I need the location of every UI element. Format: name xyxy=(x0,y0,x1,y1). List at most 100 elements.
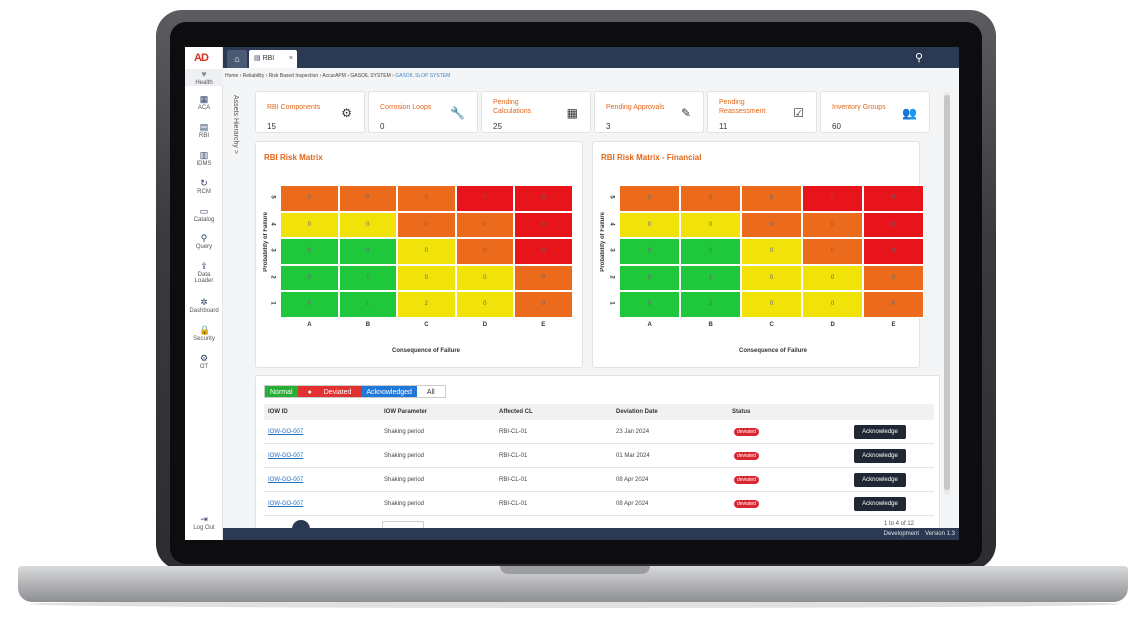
risk-matrix-cell[interactable]: 0 xyxy=(619,264,680,291)
breadcrumb-item[interactable]: GASOIL SYSTEM xyxy=(350,73,391,79)
filter-acknowledged[interactable]: Acknowledged xyxy=(361,386,417,397)
risk-matrix-cell[interactable]: 0 xyxy=(338,238,397,265)
risk-matrix-cell[interactable]: 0 xyxy=(863,264,924,291)
sidebar-item-catalog[interactable]: ▭ Catalog xyxy=(185,206,223,223)
sidebar-item-ot[interactable]: ⚙ OT xyxy=(185,353,223,370)
risk-matrix-cell[interactable]: 3 xyxy=(680,291,741,318)
risk-matrix-cell[interactable]: 0 xyxy=(397,238,456,265)
sidebar-item-idms[interactable]: ▥ IDMS xyxy=(185,150,223,167)
summary-card[interactable]: Inventory Groups 60 👥 xyxy=(820,91,930,133)
breadcrumb-item[interactable]: GASOIL SLOP SYSTEM xyxy=(395,73,451,79)
sidebar-item-rbi[interactable]: ▤ RBI xyxy=(185,122,223,139)
risk-matrix-cell[interactable]: 0 xyxy=(280,238,339,265)
risk-matrix-cell[interactable]: 0 xyxy=(680,211,741,238)
breadcrumb-item[interactable]: AccurAPM xyxy=(322,73,346,79)
risk-matrix-cell[interactable]: 0 xyxy=(280,264,339,291)
filter-normal[interactable]: Normal xyxy=(265,386,298,397)
risk-matrix-cell[interactable]: 0 xyxy=(338,211,397,238)
risk-matrix-cell[interactable]: 0 xyxy=(863,291,924,318)
iow-id-link[interactable]: IOW-GO-007 xyxy=(268,429,304,435)
risk-matrix-cell[interactable]: 0 xyxy=(619,291,680,318)
risk-matrix-cell[interactable]: 0 xyxy=(741,185,802,212)
risk-matrix-cell[interactable]: 0 xyxy=(741,264,802,291)
risk-matrix-cell[interactable]: 0 xyxy=(455,211,514,238)
home-tab[interactable]: ⌂ xyxy=(227,50,247,68)
search-icon[interactable]: ⚲ xyxy=(915,52,924,64)
risk-matrix-cell[interactable]: 0 xyxy=(280,211,339,238)
risk-matrix-cell[interactable]: 0 xyxy=(514,185,573,212)
tab-close-icon[interactable]: × xyxy=(288,55,293,62)
risk-matrix-cell[interactable]: 0 xyxy=(455,264,514,291)
sidebar-item-data[interactable]: ⇪ Data Loader xyxy=(185,261,223,284)
header-iow-parameter[interactable]: IOW Parameter xyxy=(384,409,428,415)
risk-matrix-cell[interactable]: 0 xyxy=(863,185,924,212)
acknowledge-button[interactable]: Acknowledge xyxy=(854,449,906,463)
risk-matrix-cell[interactable]: 0 xyxy=(741,211,802,238)
summary-card[interactable]: Corrosion Loops 0 🔧 xyxy=(368,91,478,133)
breadcrumb-item[interactable]: Home xyxy=(225,73,239,79)
sidebar-item-health[interactable]: ♥ Health xyxy=(185,69,223,86)
tab-rbi[interactable]: ▤ RBI × xyxy=(249,50,297,68)
page-size-select[interactable] xyxy=(382,521,424,532)
risk-matrix-cell[interactable]: 0 xyxy=(514,211,573,238)
risk-matrix-cell[interactable]: 0 xyxy=(802,185,863,212)
risk-matrix-cell[interactable]: 2 xyxy=(397,291,456,318)
risk-matrix-cell[interactable]: 0 xyxy=(680,238,741,265)
iow-id-link[interactable]: IOW-GO-007 xyxy=(268,501,304,507)
status-badge: deviated xyxy=(734,452,759,460)
risk-matrix-cell[interactable]: 0 xyxy=(680,185,741,212)
sidebar-item-rcm[interactable]: ↻ RCM xyxy=(185,178,223,195)
assets-hierarchy-toggle[interactable]: Assets Hierarchy > xyxy=(232,95,239,154)
risk-matrix-cell[interactable]: 1 xyxy=(338,264,397,291)
sidebar-item-dashboard[interactable]: ✲ Dashboard xyxy=(185,297,223,314)
risk-matrix-cell[interactable]: 0 xyxy=(397,264,456,291)
risk-matrix-cell[interactable]: 0 xyxy=(514,291,573,318)
risk-matrix-cell[interactable]: 0 xyxy=(741,291,802,318)
breadcrumb-item[interactable]: Reliability xyxy=(242,73,265,79)
risk-matrix-cell[interactable]: 0 xyxy=(802,291,863,318)
filter-deviated[interactable]: ● Deviated xyxy=(297,386,362,397)
filter-all[interactable]: All xyxy=(416,386,445,397)
app-logo[interactable]: AD xyxy=(194,52,209,64)
header-deviation-date[interactable]: Deviation Date xyxy=(616,409,658,415)
acknowledge-button[interactable]: Acknowledge xyxy=(854,473,906,487)
risk-matrix-cell[interactable]: 0 xyxy=(619,185,680,212)
risk-matrix-cell[interactable]: 0 xyxy=(455,185,514,212)
risk-matrix-cell[interactable]: 0 xyxy=(455,291,514,318)
sidebar-item-query[interactable]: ⚲ Query xyxy=(185,233,223,250)
risk-matrix-cell[interactable]: 1 xyxy=(680,264,741,291)
iow-id-link[interactable]: IOW-GO-007 xyxy=(268,477,304,483)
risk-matrix-cell[interactable]: 0 xyxy=(397,185,456,212)
risk-matrix-cell[interactable]: 0 xyxy=(455,238,514,265)
risk-matrix-cell[interactable]: 0 xyxy=(802,211,863,238)
risk-matrix-cell[interactable]: 0 xyxy=(863,211,924,238)
sidebar-item-security[interactable]: 🔒 Security xyxy=(185,325,223,342)
risk-matrix-cell[interactable]: 1 xyxy=(338,291,397,318)
summary-card[interactable]: Pending Reassessment 11 ☑ xyxy=(707,91,817,133)
risk-matrix-cell[interactable]: 0 xyxy=(280,291,339,318)
sidebar-item-aca[interactable]: ▦ ACA xyxy=(185,94,223,111)
iow-id-link[interactable]: IOW-GO-007 xyxy=(268,453,304,459)
header-iow-id[interactable]: IOW ID xyxy=(268,409,288,415)
risk-matrix-cell[interactable]: 0 xyxy=(802,264,863,291)
risk-matrix-cell[interactable]: 0 xyxy=(397,211,456,238)
risk-matrix-cell[interactable]: 0 xyxy=(514,238,573,265)
acknowledge-button[interactable]: Acknowledge xyxy=(854,497,906,511)
risk-matrix-cell[interactable]: 0 xyxy=(338,185,397,212)
summary-card[interactable]: Pending Approvals 3 ✎ xyxy=(594,91,704,133)
breadcrumb-item[interactable]: Risk Based Inspection xyxy=(268,73,319,79)
risk-matrix-cell[interactable]: 0 xyxy=(741,238,802,265)
acknowledge-button[interactable]: Acknowledge xyxy=(854,425,906,439)
risk-matrix-cell[interactable]: 0 xyxy=(619,211,680,238)
risk-matrix-cell[interactable]: 0 xyxy=(619,238,680,265)
logout-button[interactable]: ⇥ Log Out xyxy=(185,514,223,531)
risk-matrix-cell[interactable]: 0 xyxy=(280,185,339,212)
risk-matrix-cell[interactable]: 0 xyxy=(863,238,924,265)
header-affected-cl[interactable]: Affected CL xyxy=(499,409,533,415)
scrollbar-thumb[interactable] xyxy=(944,95,950,490)
summary-card[interactable]: RBI Components 15 ⚙ xyxy=(255,91,365,133)
risk-matrix-cell[interactable]: 0 xyxy=(802,238,863,265)
risk-matrix-cell[interactable]: 0 xyxy=(514,264,573,291)
header-status[interactable]: Status xyxy=(732,409,751,415)
summary-card[interactable]: Pending Calculations 25 ▦ xyxy=(481,91,591,133)
